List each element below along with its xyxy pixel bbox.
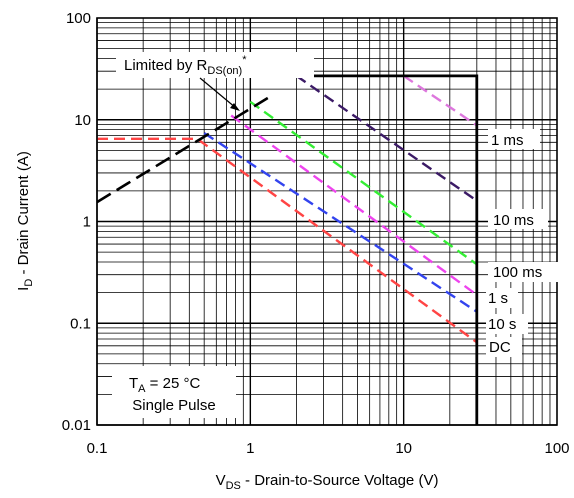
series-10-s xyxy=(203,132,478,313)
x-tick-label: 100 xyxy=(544,440,569,457)
label-bg-10ms xyxy=(488,209,548,229)
y-tick-label: 0.1 xyxy=(70,315,91,332)
curve-label-100ms: 100 ms xyxy=(493,264,542,281)
y-tick-labels: 0.01 0.1 1 10 100 xyxy=(62,10,91,434)
x-axis-title: VDS - Drain-to-Source Voltage (V) xyxy=(216,472,439,492)
soa-boundary-line xyxy=(293,74,479,425)
curve-label-dc: DC xyxy=(489,339,511,356)
rds-arrow-head xyxy=(230,103,240,111)
y-tick-label: 100 xyxy=(66,10,91,27)
x-tick-label: 0.1 xyxy=(87,440,108,457)
curve-label-10s: 10 s xyxy=(488,316,516,333)
series-dc xyxy=(97,137,478,344)
curve-label-1ms: 1 ms xyxy=(491,132,524,149)
label-bg-dc xyxy=(486,337,522,357)
label-bg-1s xyxy=(486,288,518,308)
series-layer xyxy=(96,74,479,425)
x-tick-label: 10 xyxy=(395,440,412,457)
y-axis-title: ID - Drain Current (A) xyxy=(15,151,35,291)
label-bg-10s xyxy=(486,314,528,334)
curve-label-10ms: 10 ms xyxy=(493,212,534,229)
rds-annotation-text: Limited by RDS(on)* xyxy=(124,54,247,77)
x-tick-labels: 0.1 1 10 100 xyxy=(87,440,570,457)
conditions-bg xyxy=(112,366,236,418)
y-tick-label: 1 xyxy=(83,214,91,231)
x-tick-label: 1 xyxy=(246,440,254,457)
curve-label-1s: 1 s xyxy=(488,290,508,307)
rds-annotation-arrow xyxy=(199,77,237,109)
rds-limit-line xyxy=(96,93,274,204)
series-100-ms xyxy=(249,100,478,266)
y-tick-label: 10 xyxy=(74,112,91,129)
rds-annotation: Limited by RDS(on)* xyxy=(116,52,314,111)
label-bg-1ms xyxy=(488,129,540,149)
label-bg-100ms xyxy=(488,262,558,282)
temperature-text: TA = 25 °C xyxy=(129,375,200,395)
pulse-text: Single Pulse xyxy=(132,397,215,414)
conditions-annotation: TA = 25 °C Single Pulse xyxy=(112,366,236,418)
series-1-ms xyxy=(403,74,478,127)
y-tick-label: 0.01 xyxy=(62,417,91,434)
curve-labels: 1 ms 10 ms 100 ms 1 s 10 s DC xyxy=(486,129,558,357)
plot-frame xyxy=(96,17,558,426)
rds-annotation-bg xyxy=(116,52,314,78)
series-10-ms xyxy=(295,74,478,202)
